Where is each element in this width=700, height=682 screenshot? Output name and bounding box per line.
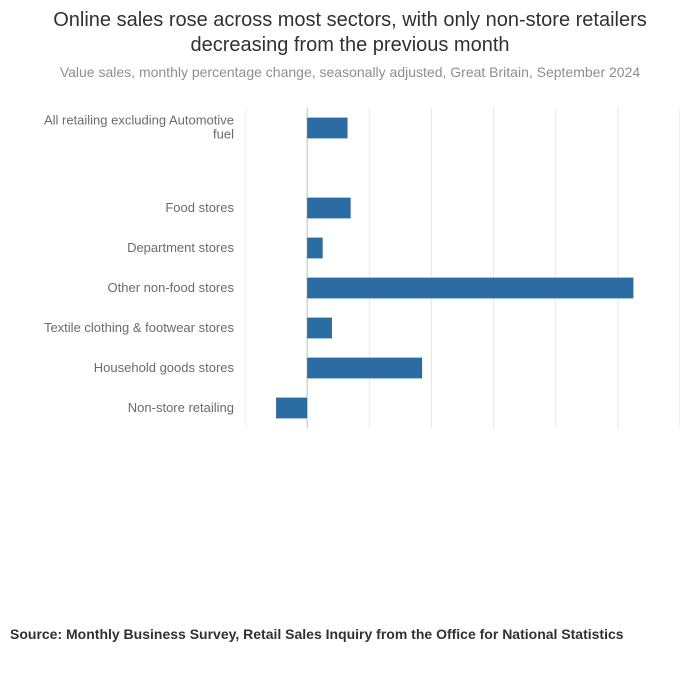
y-tick-label: Non-store retailing	[20, 401, 240, 415]
y-tick-label: Household goods stores	[20, 361, 240, 375]
bar	[307, 198, 351, 219]
chart-subtitle: Value sales, monthly percentage change, …	[20, 64, 680, 80]
y-tick-label: All retailing excluding Automotive fuel	[20, 114, 240, 143]
bar	[307, 118, 347, 139]
bar	[307, 318, 332, 339]
y-tick-label: Textile clothing & footwear stores	[20, 321, 240, 335]
y-tick-label: Food stores	[20, 201, 240, 215]
y-tick-label: Department stores	[20, 241, 240, 255]
plot-area: -2024681012 Percent (%)	[245, 108, 680, 428]
bar-chart: All retailing excluding Automotive fuel F…	[20, 108, 680, 468]
bar	[307, 238, 323, 259]
bar	[307, 278, 633, 299]
bar	[307, 358, 422, 379]
chart-title: Online sales rose across most sectors, w…	[30, 8, 670, 58]
source-line: Source: Monthly Business Survey, Retail …	[10, 626, 690, 642]
bar	[276, 398, 307, 419]
y-axis-labels: All retailing excluding Automotive fuel F…	[20, 108, 240, 428]
y-tick-label: Other non-food stores	[20, 281, 240, 295]
